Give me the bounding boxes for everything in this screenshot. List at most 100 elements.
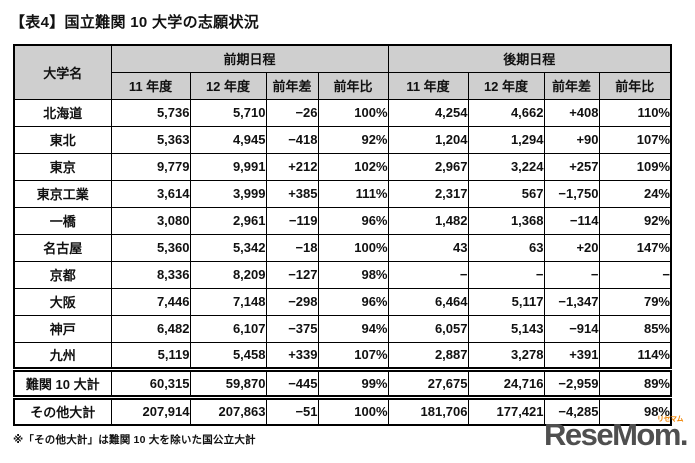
value-cell: 177,421 — [467, 394, 545, 426]
value-cell: 5,710 — [189, 98, 267, 127]
value-cell: +385 — [265, 179, 319, 208]
subheader-yoy-ratio: 前年比 — [598, 71, 672, 100]
value-cell: 5,458 — [189, 341, 267, 370]
value-cell: 5,736 — [110, 98, 191, 127]
subheader-year12: 12 年度 — [467, 71, 545, 100]
resemom-logo: ReseMom. リセマム — [544, 416, 689, 450]
value-cell: 60,315 — [110, 366, 191, 398]
total-row: 難関 10 大計 60,315 59,870 −445 99% 27,675 24,716−… — [13, 366, 672, 398]
value-cell: 567 — [467, 179, 545, 208]
value-cell: 7,446 — [110, 287, 191, 316]
corner-header: 大学名 — [13, 44, 112, 100]
value-cell: 2,967 — [387, 152, 469, 181]
value-cell: 100% — [317, 233, 389, 262]
table-body: 北海道 5,736 5,710 −26 100% 4,254 4,662 +408 110% 東北… — [13, 98, 672, 426]
value-cell: 5,143 — [467, 314, 545, 343]
table-row: 東京 9,779 9,991 +212 102% 2,967 3,224 +257 109% — [13, 152, 672, 181]
value-cell: +408 — [543, 98, 600, 127]
value-cell: 27,675 — [387, 366, 469, 398]
value-cell: − — [543, 260, 600, 289]
table-row: 東京工業 3,614 3,999 +385 111% 2,317 567 −1,750 24% — [13, 179, 672, 208]
value-cell: 6,464 — [387, 287, 469, 316]
value-cell: 5,360 — [110, 233, 191, 262]
value-cell: 8,209 — [189, 260, 267, 289]
col-group-second-term: 後期日程 — [387, 44, 672, 73]
value-cell: 147% — [598, 233, 672, 262]
value-cell: 89% — [598, 366, 672, 398]
row-label: 名古屋 — [13, 233, 112, 262]
value-cell: +20 — [543, 233, 600, 262]
table-row: 九州 5,119 5,458 +339 107% 2,887 3,278 +391 114% — [13, 341, 672, 370]
value-cell: 207,914 — [110, 394, 191, 426]
resemom-logo-katakana: リセマム — [657, 416, 684, 423]
value-cell: 102% — [317, 152, 389, 181]
value-cell: 3,278 — [467, 341, 545, 370]
subheader-yoy-diff: 前年差 — [265, 71, 319, 100]
value-cell: 3,999 — [189, 179, 267, 208]
table-row: 名古屋 5,360 5,342 −18 100% 43 63 +20 147% — [13, 233, 672, 262]
value-cell: − — [467, 260, 545, 289]
table-row: 京都 8,336 8,209 −127 98% − − − − — [13, 260, 672, 289]
value-cell: 85% — [598, 314, 672, 343]
value-cell: 98% — [317, 260, 389, 289]
value-cell: 6,482 — [110, 314, 191, 343]
value-cell: 5,363 — [110, 125, 191, 154]
table-row: 東北 5,363 4,945 −418 92% 1,204 1,294 +90 107% — [13, 125, 672, 154]
value-cell: −418 — [265, 125, 319, 154]
value-cell: 24% — [598, 179, 672, 208]
value-cell: −445 — [265, 366, 319, 398]
value-cell: 107% — [317, 341, 389, 370]
row-label: 神戸 — [13, 314, 112, 343]
value-cell: +257 — [543, 152, 600, 181]
row-label: 大阪 — [13, 287, 112, 316]
value-cell: −914 — [543, 314, 600, 343]
row-label: 東京 — [13, 152, 112, 181]
subheader-year12: 12 年度 — [189, 71, 267, 100]
value-cell: 24,716 — [467, 366, 545, 398]
value-cell: − — [598, 260, 672, 289]
value-cell: 2,317 — [387, 179, 469, 208]
value-cell: −298 — [265, 287, 319, 316]
value-cell: 114% — [598, 341, 672, 370]
value-cell: 5,119 — [110, 341, 191, 370]
value-cell: 2,887 — [387, 341, 469, 370]
value-cell: 4,254 — [387, 98, 469, 127]
value-cell: −51 — [265, 394, 319, 426]
total-row: その他大計 207,914 207,863 −51 100% 181,706 177,421… — [13, 394, 672, 426]
admissions-table: 大学名 前期日程 後期日程 11 年度 12 年度 前年差 前年比 11 年度 … — [13, 44, 672, 426]
value-cell: +391 — [543, 341, 600, 370]
value-cell: −26 — [265, 98, 319, 127]
row-label: 一橋 — [13, 206, 112, 235]
value-cell: 5,117 — [467, 287, 545, 316]
value-cell: 3,080 — [110, 206, 191, 235]
value-cell: 92% — [598, 206, 672, 235]
value-cell: 207,863 — [189, 394, 267, 426]
row-label: 九州 — [13, 341, 112, 370]
row-label: 東北 — [13, 125, 112, 154]
row-label: 北海道 — [13, 98, 112, 127]
value-cell: 92% — [317, 125, 389, 154]
value-cell: −127 — [265, 260, 319, 289]
value-cell: 63 — [467, 233, 545, 262]
table-row: 一橋 3,080 2,961 −119 96% 1,482 1,368 −114 92% — [13, 206, 672, 235]
value-cell: 111% — [317, 179, 389, 208]
subheader-yoy-ratio: 前年比 — [317, 71, 389, 100]
value-cell: 3,614 — [110, 179, 191, 208]
value-cell: 1,204 — [387, 125, 469, 154]
value-cell: −1,750 — [543, 179, 600, 208]
value-cell: 43 — [387, 233, 469, 262]
page-title: 【表4】国立難関 10 大学の志願状況 — [10, 14, 260, 31]
footnote: ※「その他大計」は難関 10 大を除いた国公立大計 — [13, 434, 256, 446]
value-cell: 9,991 — [189, 152, 267, 181]
value-cell: 9,779 — [110, 152, 191, 181]
value-cell: 7,148 — [189, 287, 267, 316]
value-cell: 100% — [317, 394, 389, 426]
value-cell: 94% — [317, 314, 389, 343]
value-cell: 100% — [317, 98, 389, 127]
value-cell: 1,482 — [387, 206, 469, 235]
value-cell: −119 — [265, 206, 319, 235]
subheader-year11: 11 年度 — [387, 71, 469, 100]
value-cell: 181,706 — [387, 394, 469, 426]
row-label: 東京工業 — [13, 179, 112, 208]
